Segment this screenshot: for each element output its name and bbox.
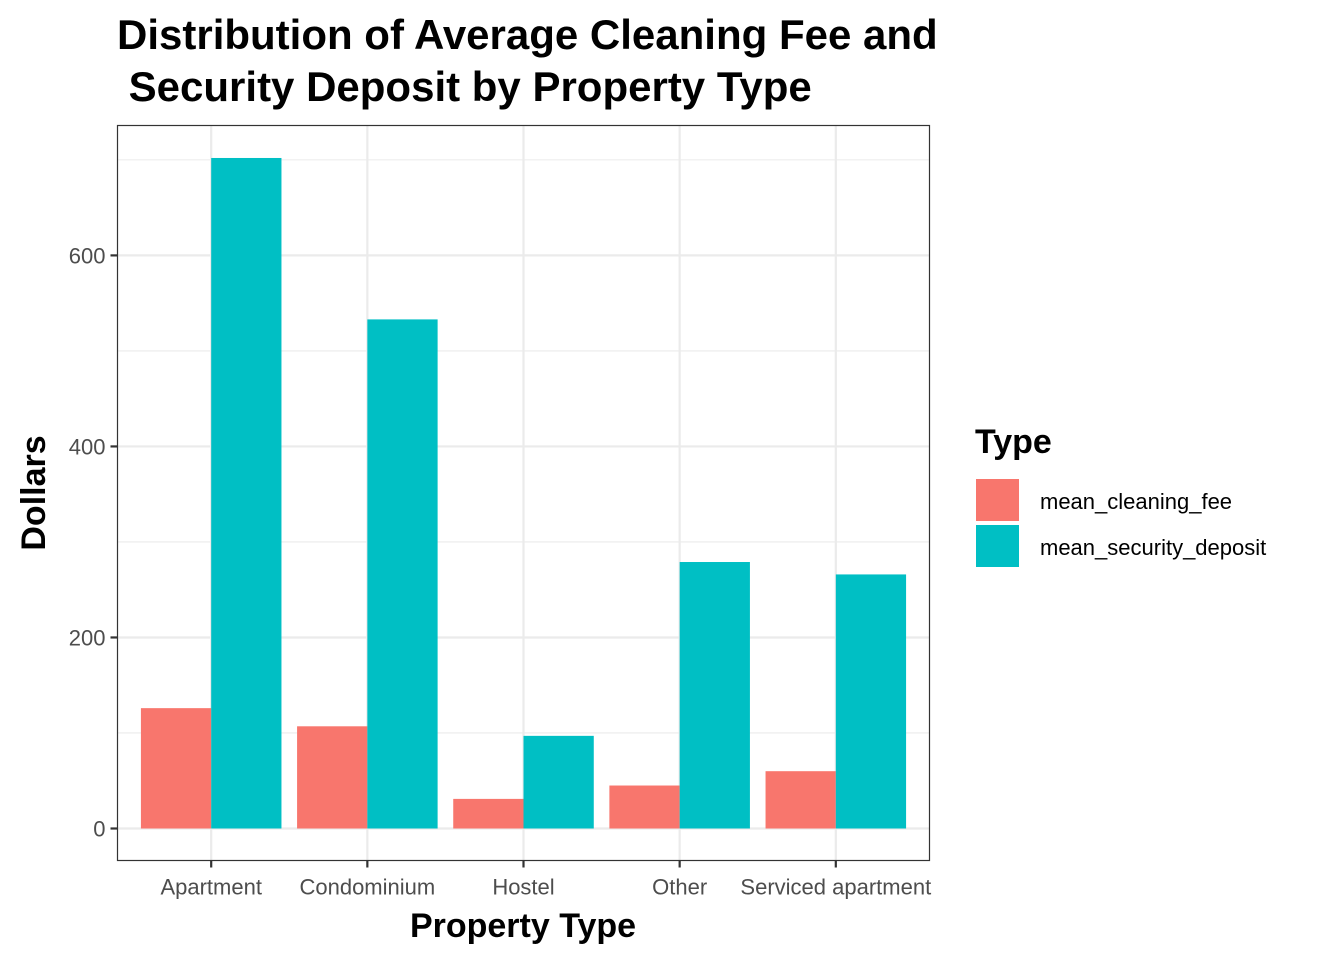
y-axis: 0 200 400 600 [69,243,118,842]
x-tick-label-2: Hostel [492,875,554,900]
legend: Type mean_cleaning_fee mean_security_dep… [975,423,1266,567]
y-tick-label-3: 600 [69,243,106,268]
legend-title: Type [975,423,1052,461]
bar-mean-cleaning-fee-other [609,785,680,829]
x-axis-title: Property Type [410,907,636,945]
legend-label-mean-cleaning-fee: mean_cleaning_fee [1040,489,1232,514]
y-tick-label-0: 0 [93,817,105,842]
legend-key-mean-cleaning-fee [976,479,1019,521]
bar-mean-cleaning-fee-hostel [453,798,524,829]
y-tick-label-1: 200 [69,625,106,650]
bar-mean-cleaning-fee-condominium [297,726,368,829]
x-tick-label-0: Apartment [160,875,262,900]
bar-mean-security-deposit-serviced-apartment [835,574,907,829]
bar-mean-security-deposit-apartment [211,157,282,829]
chart-title: Distribution of Average Cleaning Fee and… [117,11,938,110]
x-tick-label-3: Other [652,875,707,900]
x-axis: Apartment Condominium Hostel Other Serviced … [160,860,931,900]
y-axis-title: Dollars [15,435,53,550]
chart-title-line-1: Distribution of Average Cleaning Fee and [117,11,938,58]
bar-mean-security-deposit-condominium [367,319,438,829]
legend-key-mean-security-deposit [976,525,1019,567]
y-tick-label-2: 400 [69,434,106,459]
chart-title-line-2: Security Deposit by Property Type [117,63,812,110]
bar-mean-security-deposit-other [679,562,750,829]
bar-mean-cleaning-fee-apartment [140,708,212,829]
x-tick-label-1: Condominium [299,875,435,900]
bars [140,157,907,829]
bar-mean-security-deposit-hostel [523,735,594,829]
x-tick-label-4: Serviced apartment [740,875,931,900]
legend-label-mean-security-deposit: mean_security_deposit [1040,535,1266,560]
bar-mean-cleaning-fee-serviced-apartment [765,771,836,829]
